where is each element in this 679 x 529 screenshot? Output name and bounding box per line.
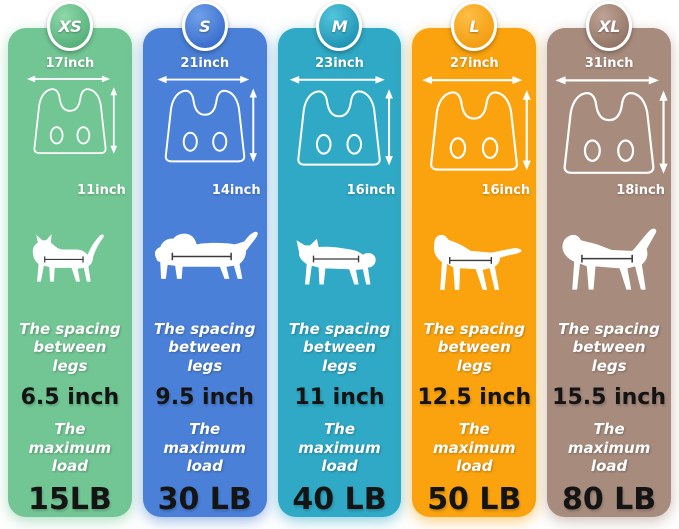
retriever-dog-silhouette-icon [562, 228, 657, 290]
column-s: S 21inch [142, 0, 267, 529]
spacing-label: The spacing between legs [288, 319, 391, 376]
garment-height-label: 14inch [211, 183, 261, 199]
max-load-label: The maximum load [433, 419, 516, 476]
width-arrow-icon [26, 75, 110, 83]
dachshund-silhouette-icon [154, 232, 258, 280]
spacing-value: 11 inch [294, 384, 385, 410]
spacing-value: 6.5 inch [20, 384, 120, 410]
harness-outline-icon [26, 75, 118, 155]
harness-outline-icon [157, 75, 257, 163]
garment-height-label: 11inch [77, 183, 126, 199]
garment-width-label: 31inch [584, 56, 634, 71]
garment-width-label: 27inch [449, 56, 499, 71]
width-arrow-icon [157, 75, 249, 84]
max-load-label: The maximum load [298, 419, 381, 476]
size-badge: XL [586, 1, 633, 51]
height-arrow-icon [522, 89, 532, 171]
size-badge-label: XL [598, 16, 620, 36]
animal-illustration [8, 206, 132, 311]
pointer-dog-silhouette-icon [434, 235, 522, 291]
max-load-value: 40 LB [292, 482, 387, 517]
width-arrow-icon [422, 76, 523, 85]
leg-spacing-line [313, 255, 360, 263]
spacing-label: The spacing between legs [423, 319, 526, 376]
animal-illustration [143, 206, 267, 311]
garment-diagram: 17inch [8, 56, 132, 198]
max-load-value: 15LB [28, 482, 112, 517]
spacing-label: The spacing between legs [558, 319, 660, 376]
size-badge-label: M [331, 16, 348, 36]
column-m: M 23inch [277, 0, 402, 529]
size-badge: L [451, 1, 498, 51]
harness-outline-icon [555, 76, 668, 174]
size-badge-label: XS [58, 16, 82, 36]
leg-spacing-line [43, 256, 84, 263]
height-arrow-icon [249, 88, 257, 163]
spacing-value: 9.5 inch [155, 384, 254, 410]
animal-illustration [547, 206, 671, 311]
height-arrow-icon [385, 89, 394, 166]
spacing-value: 12.5 inch [417, 384, 532, 410]
garment-diagram: 23inch [278, 56, 402, 198]
medium-dog-silhouette-icon [296, 238, 377, 285]
size-card: 23inch [277, 28, 402, 517]
garment-width-label: 17inch [45, 56, 95, 71]
max-load-value: 80 LB [561, 482, 657, 517]
leg-spacing-line [449, 257, 493, 265]
max-load-label: The maximum load [567, 419, 651, 476]
size-badge-label: L [469, 16, 480, 36]
max-load-value: 50 LB [427, 482, 522, 517]
spacing-label: The spacing between legs [19, 319, 121, 376]
spacing-label: The spacing between legs [153, 319, 256, 376]
animal-illustration [412, 206, 536, 311]
size-card: 21inch [142, 28, 267, 517]
garment-height-label: 16inch [481, 183, 531, 199]
leg-spacing-line [581, 254, 634, 263]
height-arrow-icon [110, 87, 118, 154]
garment-diagram: 21inch [143, 56, 267, 198]
size-card: 17inch [8, 28, 132, 517]
garment-width-label: 23inch [315, 56, 364, 71]
cat-silhouette-icon [32, 234, 104, 282]
harness-outline-icon [290, 75, 394, 166]
size-badge-label: S [199, 16, 211, 36]
width-arrow-icon [290, 75, 386, 84]
spacing-value: 15.5 inch [552, 384, 667, 410]
size-badge: S [181, 1, 228, 51]
garment-height-label: 16inch [346, 183, 396, 199]
animal-illustration [278, 206, 402, 311]
size-badge: XS [46, 1, 93, 51]
max-load-label: The maximum load [163, 419, 246, 476]
garment-width-label: 21inch [180, 56, 230, 71]
column-l: L 27inch [412, 0, 537, 529]
garment-diagram: 27inch [412, 56, 536, 198]
size-card: 27inch [412, 28, 537, 517]
width-arrow-icon [555, 76, 659, 85]
garment-height-label: 18inch [616, 183, 665, 199]
size-badge: M [316, 1, 363, 51]
height-arrow-icon [659, 90, 668, 174]
column-xl: XL 31inch [547, 0, 671, 529]
size-card: 31inch [547, 28, 671, 517]
max-load-label: The maximum load [28, 419, 112, 476]
column-xs: XS 17inch [8, 0, 132, 529]
max-load-value: 30 LB [157, 482, 252, 517]
leg-spacing-line [171, 253, 232, 261]
harness-outline-icon [422, 76, 532, 171]
garment-diagram: 31inch [547, 56, 671, 198]
